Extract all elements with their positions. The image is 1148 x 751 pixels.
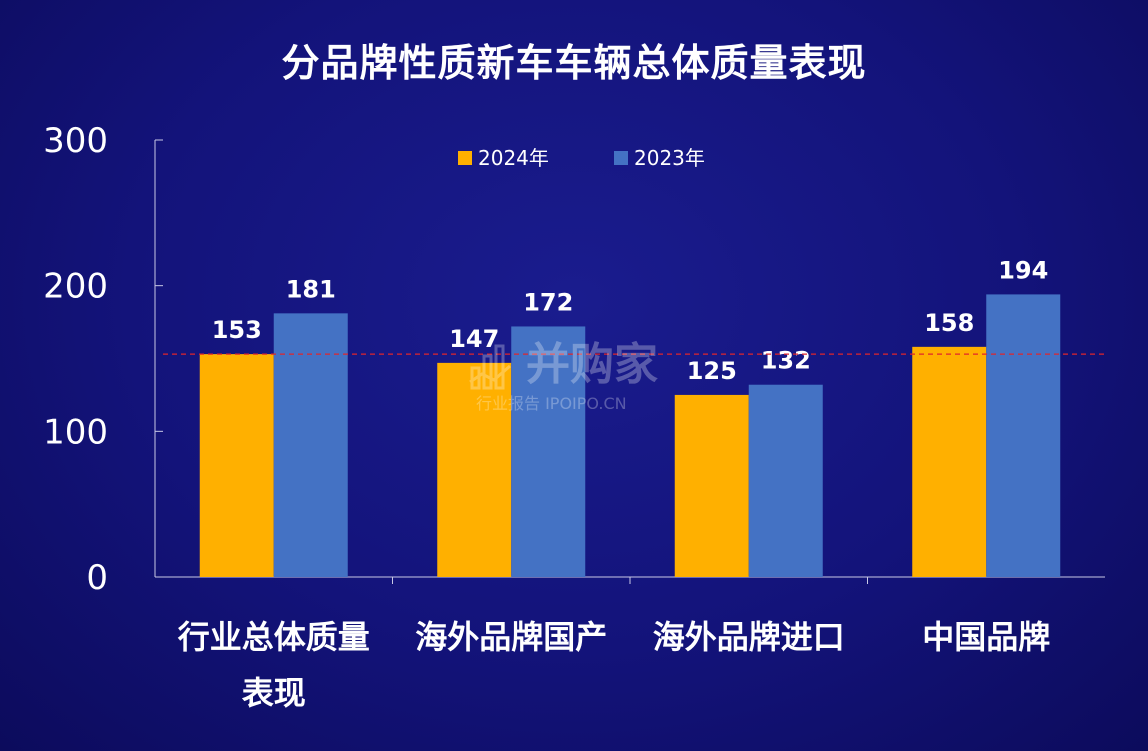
chart-data-labels: 153 181 147 172 125 132 158 194 xyxy=(212,256,1049,385)
bar xyxy=(199,354,274,577)
category-label: 中国品牌 xyxy=(922,618,1050,656)
bar xyxy=(511,326,586,577)
category-label: 行业总体质量表现 xyxy=(178,618,370,712)
bar xyxy=(986,294,1061,577)
legend-label: 2024年 xyxy=(478,146,549,170)
y-tick-label: 200 xyxy=(43,267,108,307)
category-label: 海外品牌进口 xyxy=(653,618,845,656)
data-label: 125 xyxy=(687,357,737,385)
legend-label: 2023年 xyxy=(634,146,705,170)
data-label: 181 xyxy=(286,275,336,303)
data-label: 194 xyxy=(998,256,1048,284)
chart-legend: 2024年 2023年 xyxy=(458,146,705,170)
data-label: 147 xyxy=(449,325,499,353)
bar xyxy=(437,362,512,577)
legend-swatch xyxy=(458,151,472,165)
chart-bars xyxy=(199,294,1061,577)
data-label: 153 xyxy=(212,316,262,344)
y-tick-label: 0 xyxy=(86,558,108,598)
bar xyxy=(912,346,987,577)
y-tick-label: 300 xyxy=(43,121,108,161)
data-label: 172 xyxy=(523,288,573,316)
data-label: 158 xyxy=(924,309,974,337)
category-label: 海外品牌国产 xyxy=(415,618,607,656)
chart-axes: 0 100 200 300 xyxy=(43,121,1105,598)
bar xyxy=(674,394,749,577)
data-label: 132 xyxy=(761,347,811,375)
legend-swatch xyxy=(614,151,628,165)
bar xyxy=(748,384,823,577)
chart-category-labels: 行业总体质量表现 海外品牌国产 海外品牌进口 中国品牌 xyxy=(178,618,1051,712)
y-tick-label: 100 xyxy=(43,412,108,452)
chart-title: 分品牌性质新车车辆总体质量表现 xyxy=(281,41,867,85)
bar xyxy=(273,313,348,577)
